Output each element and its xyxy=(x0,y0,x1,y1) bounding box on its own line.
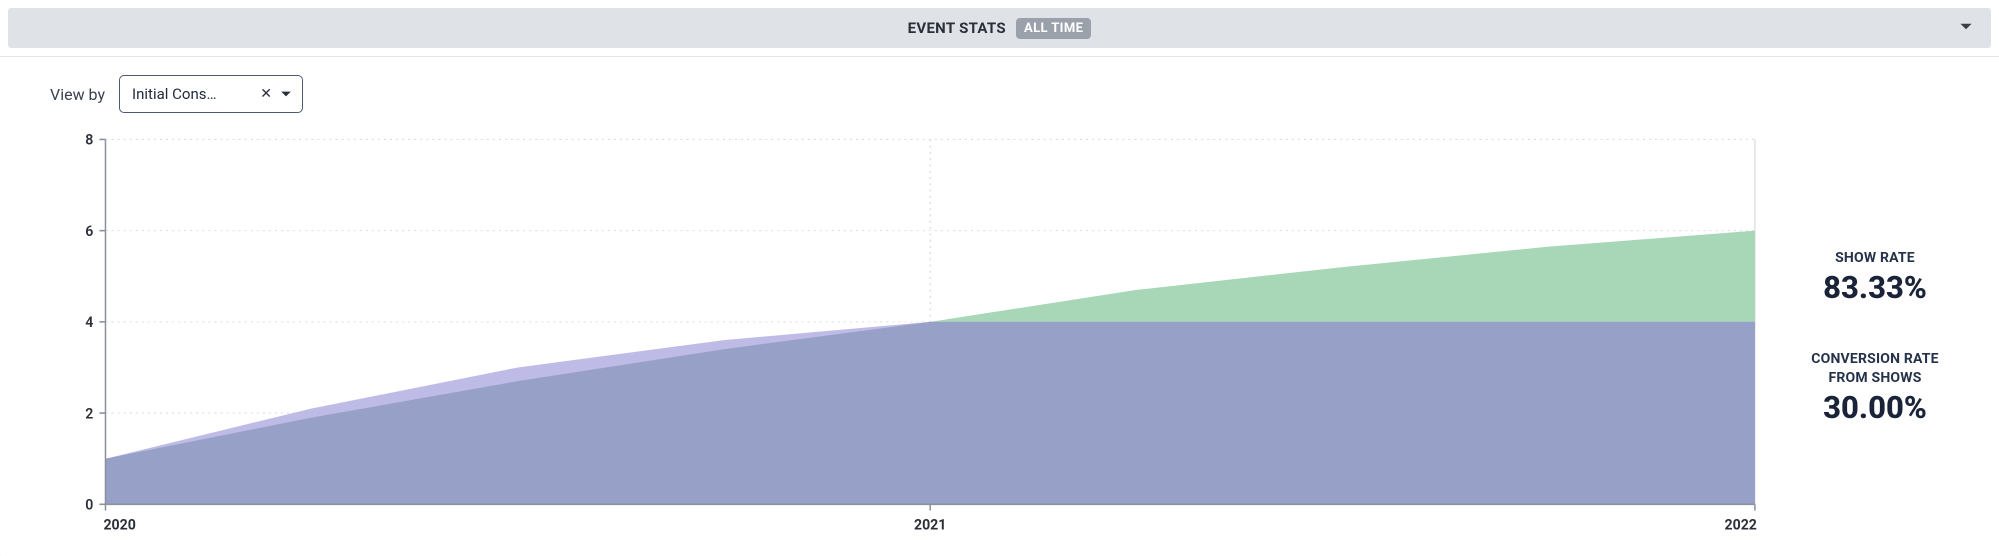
svg-text:2022: 2022 xyxy=(1725,516,1757,533)
show-rate-value: 83.33% xyxy=(1823,269,1927,306)
chevron-down-icon[interactable] xyxy=(1959,19,1973,38)
svg-text:8: 8 xyxy=(85,131,93,148)
viewby-select[interactable]: Initial Cons… ✕ xyxy=(119,75,303,113)
chevron-down-icon[interactable] xyxy=(280,85,292,104)
conversion-rate-stat: CONVERSION RATE FROM SHOWS 30.00% xyxy=(1811,350,1939,425)
close-icon[interactable]: ✕ xyxy=(258,86,274,102)
svg-text:2020: 2020 xyxy=(103,516,135,533)
panel-header: EVENT STATS ALL TIME xyxy=(0,0,1999,57)
area-chart: 0 2 4 6 8 2020 2021 2022 xyxy=(50,129,1765,546)
svg-text:0: 0 xyxy=(85,496,93,513)
conversion-rate-value: 30.00% xyxy=(1811,389,1939,426)
event-stats-panel: EVENT STATS ALL TIME View by Initial Con… xyxy=(0,0,1999,556)
conversion-rate-label: CONVERSION RATE FROM SHOWS xyxy=(1811,350,1939,386)
svg-text:6: 6 xyxy=(85,223,93,240)
time-range-badge[interactable]: ALL TIME xyxy=(1016,18,1091,39)
show-rate-stat: SHOW RATE 83.33% xyxy=(1823,249,1927,306)
stats-sidebar: SHOW RATE 83.33% CONVERSION RATE FROM SH… xyxy=(1765,129,1985,546)
viewby-label: View by xyxy=(50,85,105,104)
panel-title: EVENT STATS xyxy=(908,19,1006,37)
svg-text:4: 4 xyxy=(85,314,93,331)
svg-text:2: 2 xyxy=(85,405,93,422)
controls-row: View by Initial Cons… ✕ xyxy=(0,57,1999,119)
select-value: Initial Cons… xyxy=(132,85,252,103)
content-row: 0 2 4 6 8 2020 2021 2022 SHOW RATE 83.33% CONVE… xyxy=(0,119,1999,556)
svg-text:2021: 2021 xyxy=(914,516,946,533)
show-rate-label: SHOW RATE xyxy=(1823,249,1927,267)
